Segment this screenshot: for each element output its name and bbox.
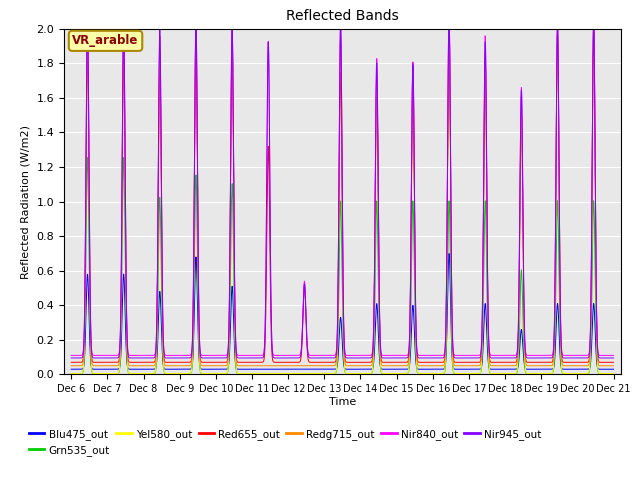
Text: VR_arable: VR_arable <box>72 35 139 48</box>
Y-axis label: Reflected Radiation (W/m2): Reflected Radiation (W/m2) <box>21 125 31 278</box>
Title: Reflected Bands: Reflected Bands <box>286 10 399 24</box>
Legend: Blu475_out, Grn535_out, Yel580_out, Red655_out, Redg715_out, Nir840_out, Nir945_: Blu475_out, Grn535_out, Yel580_out, Red6… <box>25 424 546 460</box>
X-axis label: Time: Time <box>329 397 356 407</box>
